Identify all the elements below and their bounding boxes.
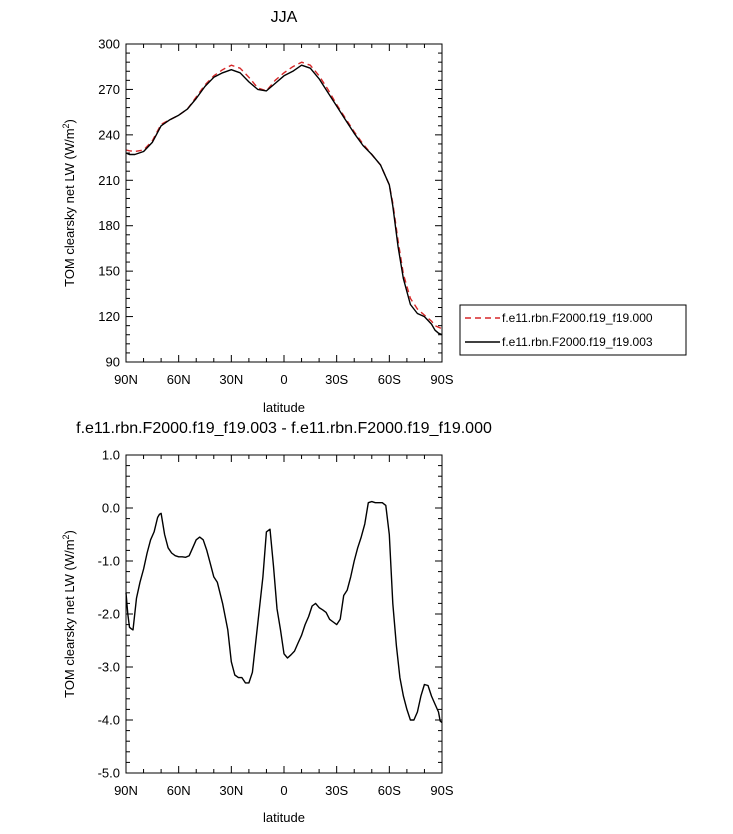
bottom-ticks: [125, 454, 443, 774]
x-tick-label: 30N: [219, 372, 243, 387]
y-tick-label: -1.0: [98, 554, 120, 569]
y-tick-label: 90: [106, 355, 120, 370]
series-line-0: [125, 500, 443, 724]
x-tick-label: 90N: [114, 372, 138, 387]
x-tick-label: 60S: [378, 783, 401, 798]
bottom-title: f.e11.rbn.F2000.f19_f19.003 - f.e11.rbn.…: [76, 420, 492, 437]
bottom-series: [125, 500, 443, 724]
y-tick-label: 150: [98, 264, 120, 279]
bottom-plot-frame: [125, 454, 443, 774]
y-tick-label: 210: [98, 173, 120, 188]
y-tick-label: 180: [98, 218, 120, 233]
panel-bottom: f.e11.rbn.F2000.f19_f19.003 - f.e11.rbn.…: [61, 420, 492, 825]
y-tick-label: 300: [98, 37, 120, 52]
bottom-y-tick-labels: 1.0 0.0 -1.0 -2.0 -3.0 -4.0 -5.0: [98, 448, 120, 781]
y-tick-label: 240: [98, 127, 120, 142]
x-tick-label: 30S: [325, 783, 348, 798]
top-plot-frame: [125, 43, 443, 363]
top-series: [125, 61, 443, 336]
top-ticks: [125, 43, 443, 363]
y-tick-label: -5.0: [98, 766, 120, 781]
y-tick-label: 1.0: [102, 448, 120, 463]
series-line-1: [125, 64, 443, 336]
y-tick-label: 0.0: [102, 501, 120, 516]
panel-top: JJA 90N 60N 30N 0 30S 60S 90S 90 120 150 180 210 24…: [61, 9, 687, 415]
top-x-tick-labels: 90N 60N 30N 0 30S 60S 90S: [114, 372, 454, 387]
x-tick-label: 90S: [430, 783, 453, 798]
x-tick-label: 90N: [114, 783, 138, 798]
legend-label-003: f.e11.rbn.F2000.f19_f19.003: [502, 335, 653, 349]
x-tick-label: 60N: [167, 783, 191, 798]
legend-label-000: f.e11.rbn.F2000.f19_f19.000: [502, 311, 653, 325]
y-tick-label: -4.0: [98, 713, 120, 728]
y-tick-label: 270: [98, 82, 120, 97]
bottom-x-tick-labels: 90N 60N 30N 0 30S 60S 90S: [114, 783, 454, 798]
series-line-0: [125, 61, 443, 330]
y-tick-label: 120: [98, 309, 120, 324]
legend: f.e11.rbn.F2000.f19_f19.000 f.e11.rbn.F2…: [459, 304, 687, 356]
x-tick-label: 60N: [167, 372, 191, 387]
x-tick-label: 60S: [378, 372, 401, 387]
x-tick-label: 0: [280, 783, 287, 798]
top-y-tick-labels: 90 120 150 180 210 240 270 300: [98, 37, 120, 370]
x-tick-label: 30N: [219, 783, 243, 798]
x-tick-label: 0: [280, 372, 287, 387]
bottom-x-axis-label: latitude: [263, 810, 305, 825]
bottom-y-axis-label: TOM clearsky net LW (W/m2): [61, 530, 77, 698]
top-y-axis-label: TOM clearsky net LW (W/m2): [61, 119, 77, 287]
y-tick-label: -2.0: [98, 607, 120, 622]
y-tick-label: -3.0: [98, 660, 120, 675]
legend-box: [459, 304, 687, 356]
x-tick-label: 30S: [325, 372, 348, 387]
top-x-axis-label: latitude: [263, 400, 305, 415]
top-title: JJA: [271, 9, 298, 26]
x-tick-label: 90S: [430, 372, 453, 387]
